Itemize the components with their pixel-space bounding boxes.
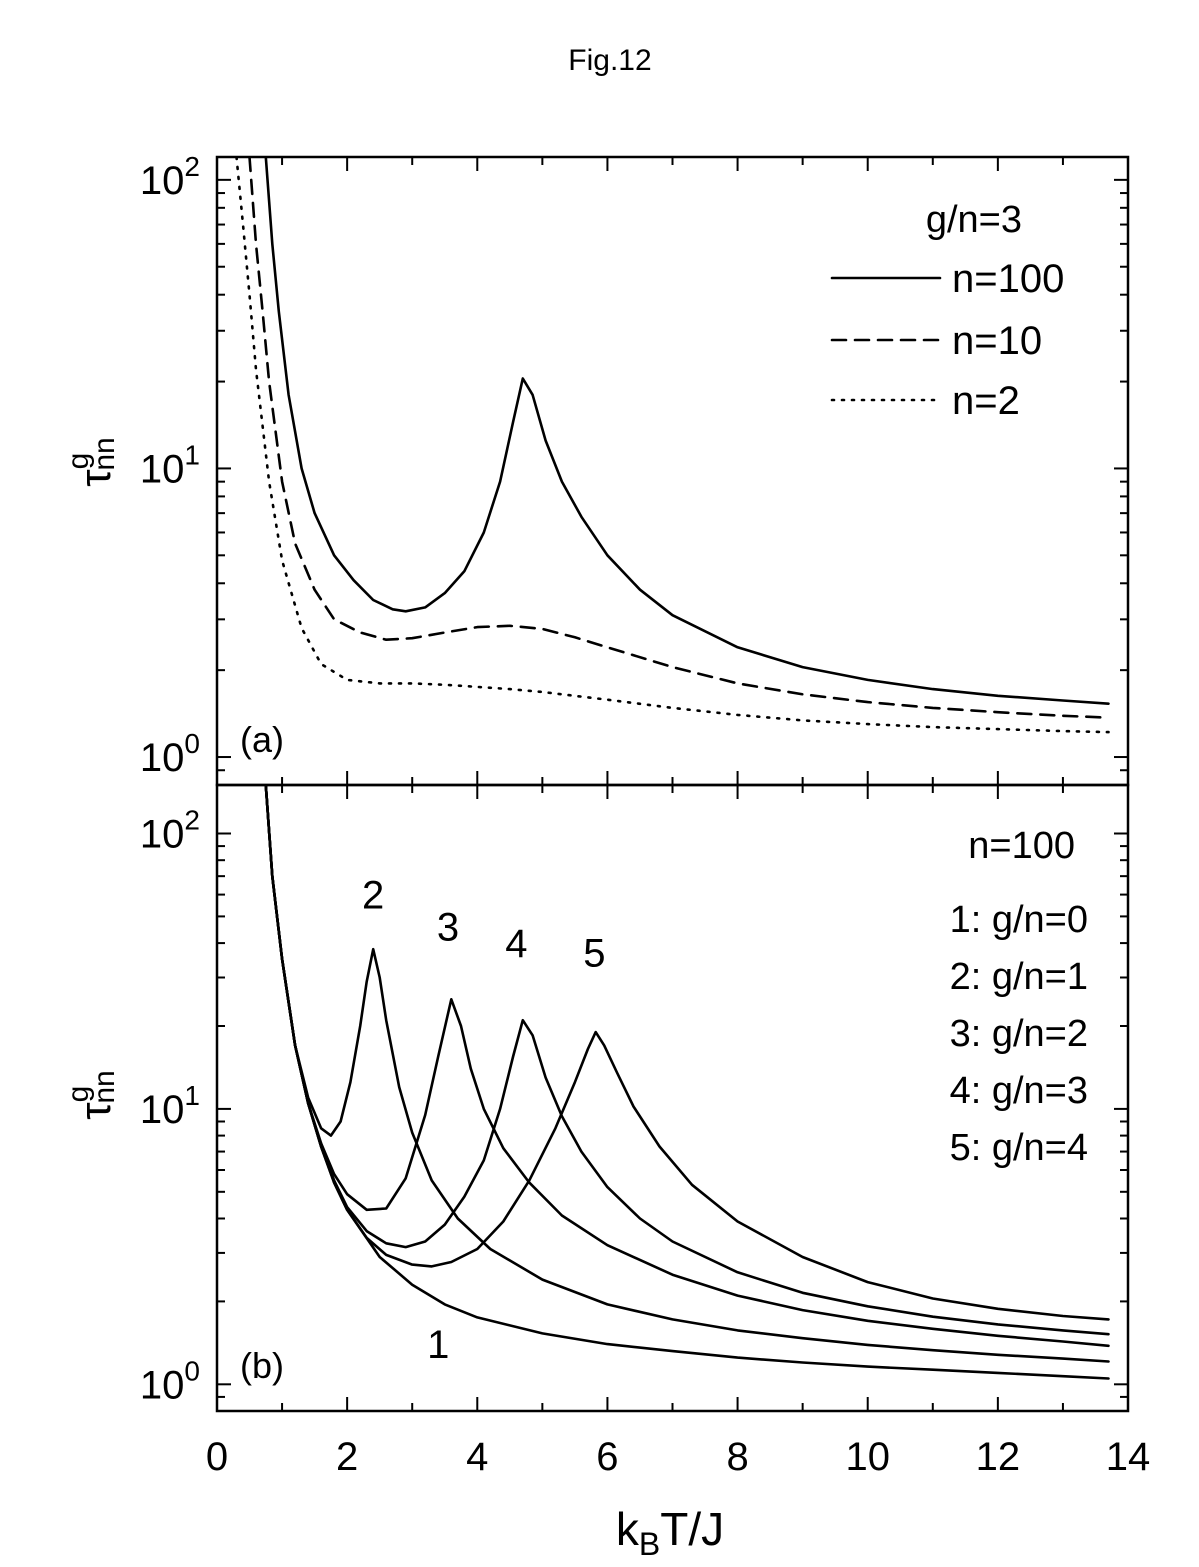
x-axis-label: kBT/J bbox=[616, 1503, 724, 1562]
panel-a: 100 101 102 (a) g/n=3 n=100 n=10 n=2 τgnn bbox=[62, 151, 1130, 787]
y-axis-label-sub: nn bbox=[88, 437, 121, 470]
legend-entry: 1: g/n=0 bbox=[950, 899, 1088, 941]
y-axis-label-sup: g bbox=[62, 453, 95, 470]
panel-b-label: (b) bbox=[240, 1345, 284, 1386]
y-tick-label: 101 bbox=[140, 439, 200, 491]
series-line-a-1 bbox=[264, 157, 1110, 705]
legend-entry: n=10 bbox=[952, 319, 1042, 363]
panel-b-series bbox=[264, 785, 1110, 1380]
panel-a-legend-title: g/n=3 bbox=[926, 199, 1022, 241]
x-tick-label: 14 bbox=[1106, 1435, 1151, 1479]
legend-entry: 3: g/n=2 bbox=[950, 1013, 1088, 1055]
panel-a-y-axis-label: τgnn bbox=[62, 437, 121, 486]
curve-label-1: 1 bbox=[427, 1323, 449, 1367]
panel-a-series bbox=[235, 157, 1110, 734]
x-tick-label: 2 bbox=[336, 1435, 358, 1479]
curve-label-2: 2 bbox=[362, 874, 384, 918]
legend-entry: 5: g/n=4 bbox=[950, 1127, 1088, 1169]
panel-b: 100 101 102 (b) n=100 1: g/n=0 2: g/n=1 3: g… bbox=[62, 783, 1130, 1413]
panel-b-frame bbox=[215, 783, 1130, 1413]
panel-a-ticks: 100 101 102 bbox=[140, 151, 1129, 786]
x-tick-label: 0 bbox=[206, 1435, 228, 1479]
x-tick-label: 4 bbox=[466, 1435, 488, 1479]
y-axis-label-sup: g bbox=[62, 1086, 95, 1103]
svg-text:τgnn: τgnn bbox=[62, 1070, 121, 1119]
series-line-b-5 bbox=[264, 785, 1110, 1321]
panel-b-legend-title: n=100 bbox=[968, 825, 1075, 867]
series-line-a-3 bbox=[235, 157, 1110, 734]
y-axis-label-symbol: τ bbox=[71, 469, 120, 487]
panel-b-y-axis-label: τgnn bbox=[62, 1070, 121, 1119]
y-axis-label-sub: nn bbox=[88, 1070, 121, 1103]
panel-a-frame bbox=[215, 155, 1130, 787]
y-axis-label-symbol: τ bbox=[71, 1102, 120, 1120]
legend-entry: 2: g/n=1 bbox=[950, 956, 1088, 998]
y-tick-label: 101 bbox=[140, 1080, 200, 1132]
legend-entry: n=100 bbox=[952, 257, 1064, 301]
x-tick-label: 8 bbox=[726, 1435, 748, 1479]
series-line-b-4 bbox=[264, 785, 1110, 1336]
legend-entry: 4: g/n=3 bbox=[950, 1070, 1088, 1112]
series-line-a-2 bbox=[248, 157, 1110, 719]
x-tick-label: 6 bbox=[596, 1435, 618, 1479]
figure-title: Fig.12 bbox=[568, 44, 651, 77]
panel-b-legend: 1: g/n=0 2: g/n=1 3: g/n=2 4: g/n=3 5: g/n=4 bbox=[950, 899, 1088, 1169]
panel-b-ticks: 100 101 102 bbox=[140, 785, 1129, 1412]
curve-label-5: 5 bbox=[583, 931, 605, 975]
series-line-b-3 bbox=[264, 785, 1110, 1348]
y-tick-label: 100 bbox=[140, 1355, 200, 1407]
x-axis-tick-labels: 0 2 4 6 8 10 12 14 bbox=[206, 1435, 1150, 1479]
x-tick-label: 12 bbox=[976, 1435, 1021, 1479]
series-line-b-2 bbox=[264, 785, 1110, 1363]
legend-entry: n=2 bbox=[952, 379, 1020, 423]
y-tick-label: 100 bbox=[140, 728, 200, 780]
curve-label-3: 3 bbox=[437, 905, 459, 949]
panel-a-label: (a) bbox=[240, 719, 284, 760]
panel-a-legend: n=100 n=10 n=2 bbox=[830, 257, 1064, 423]
y-tick-label: 102 bbox=[140, 804, 200, 856]
y-tick-label: 102 bbox=[140, 151, 200, 203]
svg-text:τgnn: τgnn bbox=[62, 437, 121, 486]
curve-label-4: 4 bbox=[505, 922, 527, 966]
x-tick-label: 10 bbox=[845, 1435, 890, 1479]
